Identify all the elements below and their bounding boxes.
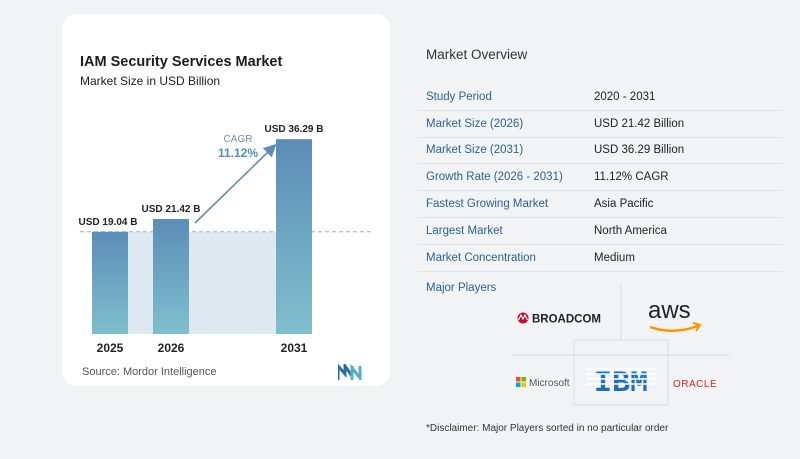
cagr-value: 11.12% [218,146,258,160]
major-players-logos: BROADCOM aws Microsoft IBM ORACLE [512,285,730,406]
tick-label-2026: 2026 [158,341,185,355]
chart-card: IAM Security Services Market Market Size… [62,14,390,386]
oracle-logo: ORACLE [673,379,717,390]
data-label-2026: USD 21.42 B [142,204,201,215]
bar-2031 [276,139,312,334]
data-label-2025: USD 19.04 B [79,217,138,228]
row-value: North America [594,224,667,237]
overview-table: Study Period 2020 - 2031 Market Size (202… [418,84,783,272]
overview-title: Market Overview [426,47,528,62]
microsoft-label: Microsoft [529,378,570,389]
bar-2026 [153,219,189,334]
tick-label-2025: 2025 [97,341,124,355]
tick-label-2031: 2031 [281,341,308,355]
broadcom-logo: BROADCOM [517,312,601,326]
broadcom-label: BROADCOM [532,314,601,326]
row-value: 11.12% CAGR [594,171,669,184]
overview-row: Fastest Growing Market Asia Pacific [418,191,783,218]
major-players-title: Major Players [426,282,497,294]
cagr-label: CAGR [224,134,253,145]
chart-subtitle: Market Size in USD Billion [80,74,221,88]
row-label: Largest Market [426,224,503,237]
row-label: Market Concentration [426,251,536,264]
disclaimer: *Disclaimer: Major Players sorted in no … [426,423,669,434]
row-label: Fastest Growing Market [426,198,549,211]
cagr-arrow [194,143,277,224]
overview-row: Market Concentration Medium [418,245,783,272]
bar-chart: USD 19.04 B 2025 USD 21.42 B 2026 USD 36.29 … [79,124,374,355]
overview-row: Largest Market North America [418,218,783,245]
aws-label: aws [648,297,691,324]
overview-row: Market Size (2031) USD 36.29 Billion [418,138,783,165]
chart-title: IAM Security Services Market [80,54,283,70]
row-value: USD 36.29 Billion [594,144,685,157]
oracle-label: ORACLE [673,379,717,390]
row-label: Study Period [426,90,492,103]
row-value: Asia Pacific [594,198,654,211]
row-value: Medium [594,251,635,264]
row-value: USD 21.42 Billion [594,117,685,130]
overview-row: Market Size (2026) USD 21.42 Billion [418,111,783,138]
overview-row: Growth Rate (2026 - 2031) 11.12% CAGR [418,164,783,192]
row-label: Market Size (2031) [426,144,524,157]
row-value: 2020 - 2031 [594,90,656,103]
ibm-logo: IBM [586,367,656,401]
market-overview-panel: Market Overview Study Period 2020 - 2031 … [418,0,800,459]
aws-smile-icon [649,324,699,332]
microsoft-icon [516,377,521,382]
microsoft-logo: Microsoft [516,377,570,389]
row-label: Market Size (2026) [426,117,524,130]
row-label: Growth Rate (2026 - 2031) [426,171,563,184]
bar-2025 [92,231,128,334]
data-label-2031: USD 36.29 B [265,124,324,135]
mordor-logo-icon [338,364,362,380]
aws-logo: aws [648,297,702,332]
source-note: Source: Mordor Intelligence [82,366,217,378]
overview-row: Study Period 2020 - 2031 [418,84,783,111]
